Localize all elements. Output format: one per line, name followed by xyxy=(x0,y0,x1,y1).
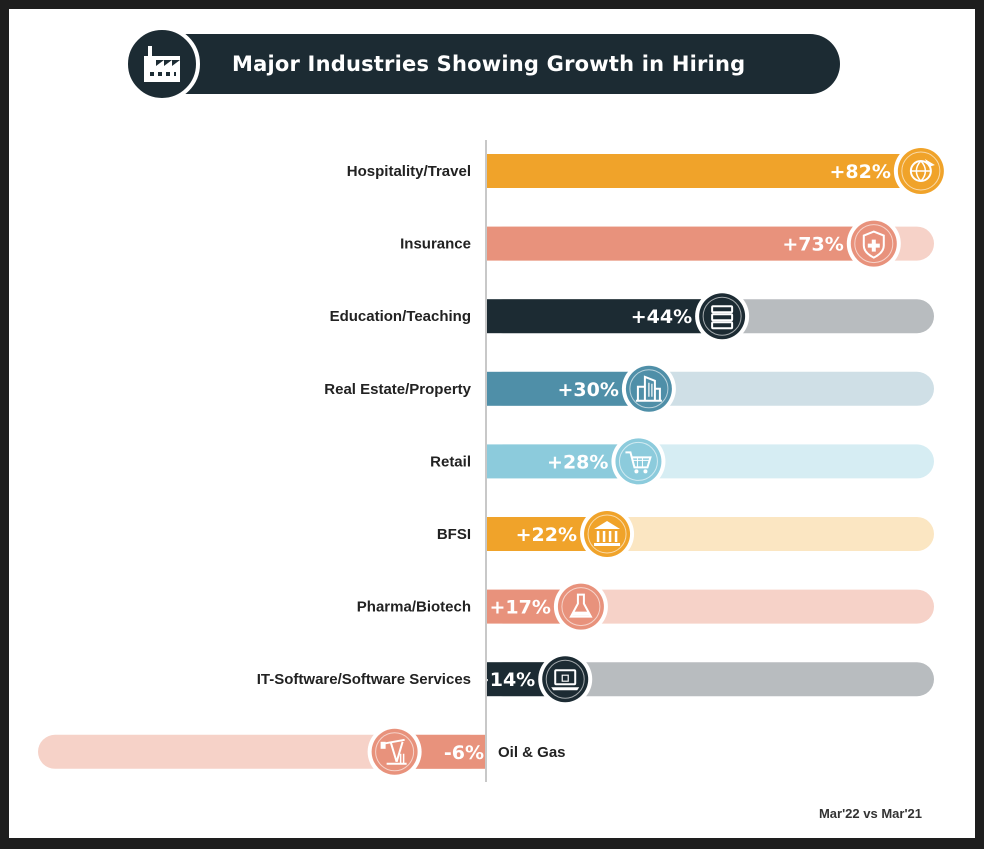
value-label: -6% xyxy=(444,742,484,764)
bar-row-oil-gas: -6% Oil & Gas xyxy=(38,724,566,779)
footnote: Mar'22 vs Mar'21 xyxy=(818,806,922,821)
bar-row-pharma-biotech: +17% Pharma/Biotech xyxy=(357,579,934,634)
category-label: IT-Software/Software Services xyxy=(257,671,471,688)
value-label: +22% xyxy=(516,524,577,546)
globe-plane-icon xyxy=(893,144,948,198)
value-label: +28% xyxy=(547,451,608,473)
bar-row-real-estate-property: +30% Real Estate/Property xyxy=(324,361,934,416)
shield-icon xyxy=(846,216,901,271)
title-banner: Major Industries Showing Growth in Hirin… xyxy=(124,26,840,136)
flask-icon xyxy=(553,579,608,634)
laptop-icon xyxy=(538,652,593,707)
category-label: Education/Teaching xyxy=(330,308,471,325)
value-label: +82% xyxy=(829,161,890,183)
bar-row-insurance: +73% Insurance xyxy=(400,216,934,271)
bar xyxy=(486,226,868,261)
value-label: +17% xyxy=(490,597,551,619)
bar-row-education-teaching: +44% Education/Teaching xyxy=(330,289,934,344)
bar xyxy=(486,299,717,334)
oil-pump-icon xyxy=(367,724,422,779)
buildings-icon xyxy=(621,361,676,416)
category-label: Real Estate/Property xyxy=(324,381,471,398)
bar-row-retail: +28% Retail xyxy=(430,434,934,489)
factory-icon xyxy=(124,26,200,102)
bar-row-hospitality-travel: +82% Hospitality/Travel xyxy=(347,144,948,198)
bar-row-it-software-software-services: +14%IT-Software/Software Services xyxy=(257,652,934,707)
bar xyxy=(486,444,633,479)
bar xyxy=(486,371,643,406)
bar-row-bfsi: +22% BFSI xyxy=(437,507,934,561)
category-label: Pharma/Biotech xyxy=(357,599,471,616)
books-icon xyxy=(695,289,750,344)
category-label: Oil & Gas xyxy=(498,744,566,761)
chart-title: Major Industries Showing Growth in Hirin… xyxy=(232,52,746,136)
category-label: Hospitality/Travel xyxy=(347,163,471,180)
cart-icon xyxy=(611,434,666,489)
category-label: Insurance xyxy=(400,236,471,253)
bar xyxy=(486,154,915,188)
bank-icon xyxy=(580,507,635,561)
value-label: +30% xyxy=(557,379,618,401)
bar-track xyxy=(486,662,934,697)
infographic-card xyxy=(9,9,975,838)
category-label: Retail xyxy=(430,453,471,470)
value-label: +14% xyxy=(474,669,535,691)
value-label: +44% xyxy=(631,306,692,328)
category-label: BFSI xyxy=(437,526,471,543)
value-label: +73% xyxy=(782,234,843,256)
